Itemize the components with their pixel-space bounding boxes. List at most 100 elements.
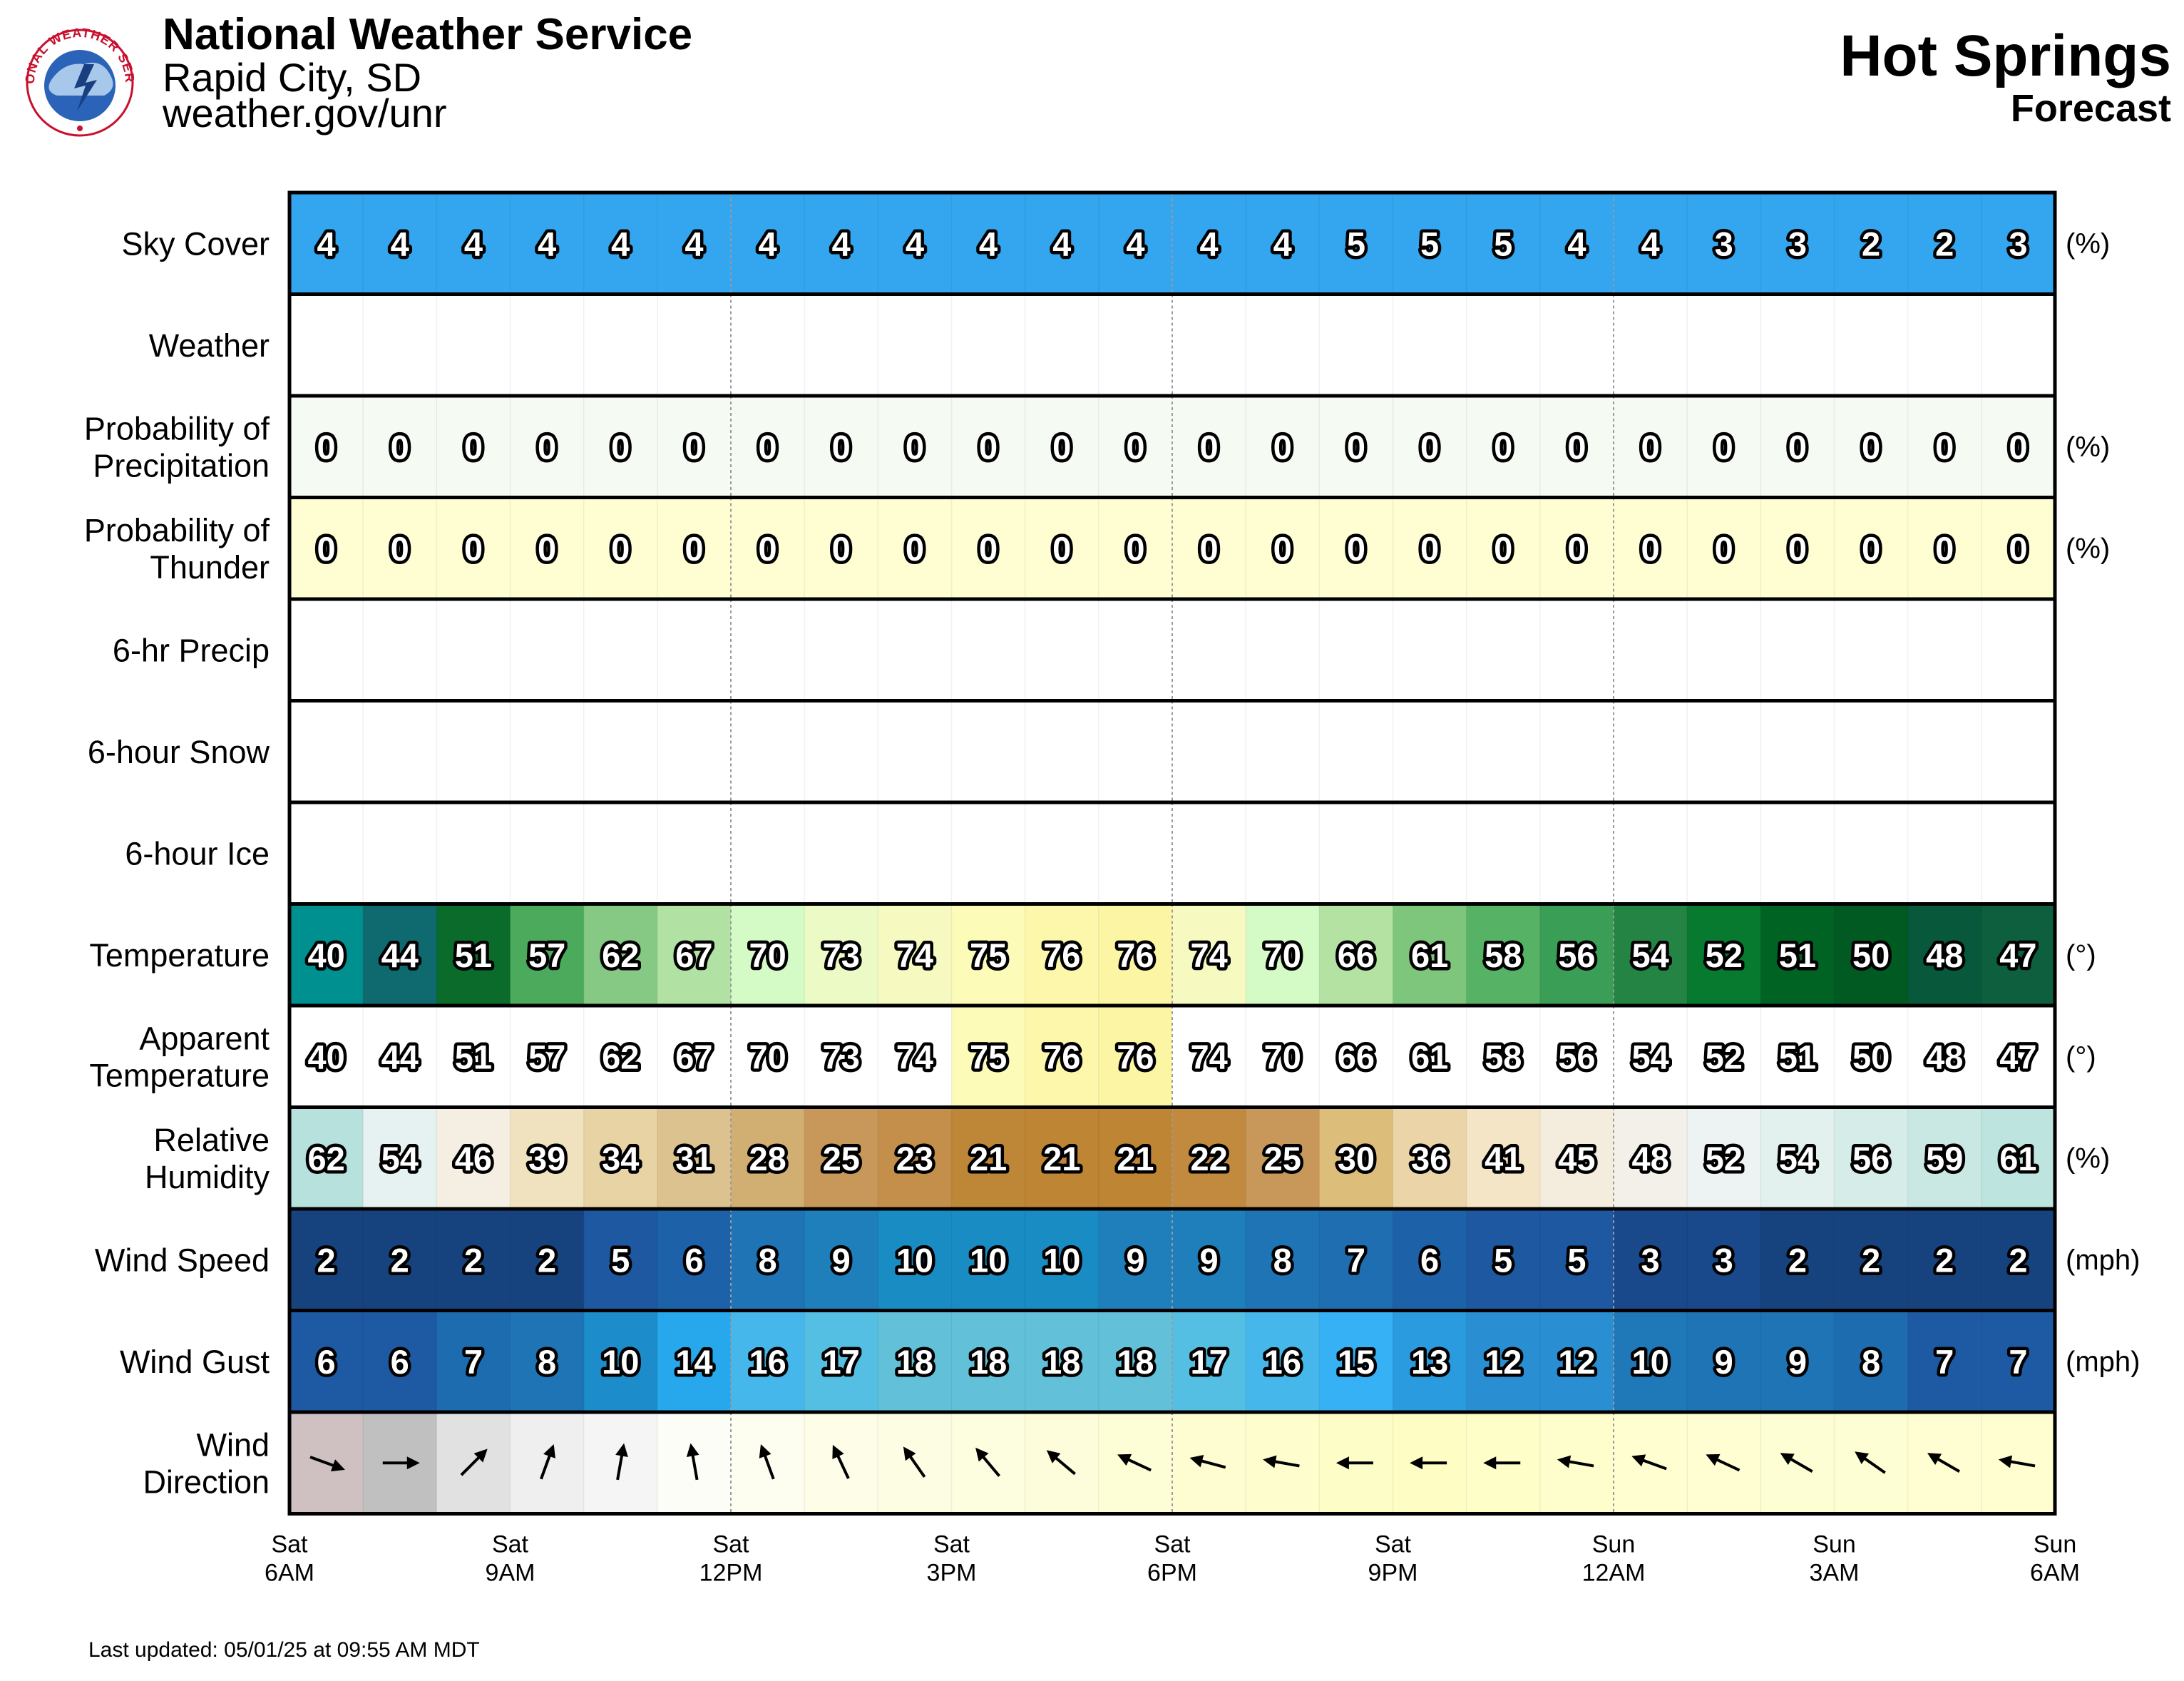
row-label: Relative bbox=[153, 1122, 270, 1158]
cell-value: 34 bbox=[602, 1140, 639, 1177]
cell-value: 0 bbox=[1494, 428, 1512, 466]
cell-value: 2 bbox=[1935, 225, 1954, 262]
cell bbox=[1687, 1209, 1761, 1311]
forecast-subtitle: Forecast bbox=[2010, 87, 2171, 130]
cell-value: 4 bbox=[832, 225, 851, 262]
cell-value: 9 bbox=[832, 1241, 851, 1279]
cell-value: 0 bbox=[685, 530, 703, 568]
cell bbox=[1466, 904, 1541, 1006]
cell bbox=[951, 1209, 1026, 1311]
cell-value: 51 bbox=[1779, 1038, 1816, 1075]
cell-value: 4 bbox=[538, 225, 556, 262]
wind-arrow bbox=[975, 1447, 1001, 1477]
cell-value: 74 bbox=[1190, 936, 1227, 974]
wind-arrow bbox=[1706, 1453, 1740, 1472]
cell bbox=[1981, 193, 2056, 295]
cell bbox=[804, 193, 878, 295]
wind-arrow bbox=[1189, 1454, 1226, 1469]
cell-value: 76 bbox=[1043, 936, 1080, 974]
cell bbox=[1098, 193, 1173, 295]
cell-value: 0 bbox=[1641, 530, 1660, 568]
cell-value: 0 bbox=[1052, 530, 1071, 568]
cell-value: 0 bbox=[1715, 428, 1733, 466]
cell-value: 0 bbox=[317, 530, 336, 568]
cell bbox=[1760, 1107, 1835, 1209]
cell bbox=[510, 1209, 585, 1311]
cell-value: 0 bbox=[391, 428, 409, 466]
cell bbox=[1466, 1310, 1541, 1412]
cell bbox=[1687, 1310, 1761, 1412]
cell bbox=[1172, 1107, 1246, 1209]
cell-value: 45 bbox=[1558, 1140, 1595, 1177]
cell-value: 48 bbox=[1926, 1038, 1963, 1075]
cell-value: 3 bbox=[1715, 225, 1733, 262]
wind-arrow bbox=[686, 1443, 699, 1481]
cell-value: 52 bbox=[1706, 1038, 1743, 1075]
cell-value: 0 bbox=[759, 530, 777, 568]
cell-value: 0 bbox=[2009, 530, 2027, 568]
row-label: 6-hour Ice bbox=[125, 835, 270, 872]
cell bbox=[1907, 497, 1982, 599]
cell bbox=[583, 396, 658, 498]
cell bbox=[1981, 497, 2056, 599]
row-label: Sky Cover bbox=[121, 225, 270, 262]
cell-value: 2 bbox=[1862, 225, 1880, 262]
cell-value: 0 bbox=[979, 530, 998, 568]
wind-arrow bbox=[1117, 1453, 1152, 1472]
cell-value: 0 bbox=[464, 428, 483, 466]
unit-label: (mph) bbox=[2066, 1347, 2140, 1378]
cell bbox=[436, 1209, 511, 1311]
cell bbox=[363, 1310, 437, 1412]
cell bbox=[1760, 904, 1835, 1006]
wind-arrow bbox=[832, 1444, 850, 1479]
header-city: Rapid City, SD bbox=[163, 55, 422, 100]
x-tick-time: 6AM bbox=[2030, 1560, 2080, 1587]
cell bbox=[1098, 1107, 1173, 1209]
cell-value: 0 bbox=[1935, 530, 1954, 568]
cell-value: 10 bbox=[896, 1241, 933, 1279]
cell-value: 2 bbox=[464, 1241, 483, 1279]
cell bbox=[804, 904, 878, 1006]
x-tick-time: 3AM bbox=[1810, 1560, 1860, 1587]
cell-value: 76 bbox=[1117, 1038, 1154, 1075]
row-weather: Weather bbox=[149, 294, 2055, 396]
wind-arrow bbox=[1557, 1455, 1594, 1468]
header-url: weather.gov/unr bbox=[163, 91, 447, 136]
cell bbox=[1098, 1006, 1173, 1108]
cell-value: 4 bbox=[317, 225, 336, 262]
cell-value: 66 bbox=[1338, 1038, 1375, 1075]
cell-value: 0 bbox=[538, 428, 556, 466]
cell-value: 0 bbox=[1273, 530, 1292, 568]
cell-value: 21 bbox=[1043, 1140, 1080, 1177]
cell-value: 2 bbox=[1862, 1241, 1880, 1279]
cell bbox=[1907, 1006, 1982, 1108]
cell bbox=[731, 1310, 805, 1412]
cell-value: 21 bbox=[970, 1140, 1007, 1177]
cell bbox=[1246, 396, 1320, 498]
cell bbox=[510, 1107, 585, 1209]
cell bbox=[1539, 1107, 1614, 1209]
cell bbox=[1466, 1209, 1541, 1311]
cell bbox=[1025, 1209, 1099, 1311]
nws-logo: NATIONAL WEATHER SERVICE bbox=[14, 14, 136, 137]
cell bbox=[731, 1209, 805, 1311]
cell bbox=[436, 396, 511, 498]
cell-value: 30 bbox=[1338, 1140, 1375, 1177]
cell bbox=[1981, 1107, 2056, 1209]
cell bbox=[1981, 904, 2056, 1006]
cell bbox=[1687, 1107, 1761, 1209]
cell bbox=[510, 396, 585, 498]
x-tick-day: Sun bbox=[2034, 1531, 2077, 1558]
cell-value: 4 bbox=[1200, 225, 1219, 262]
cell bbox=[1981, 1310, 2056, 1412]
cell-value: 51 bbox=[455, 1038, 492, 1075]
cell bbox=[1319, 1310, 1394, 1412]
cell-value: 47 bbox=[1999, 936, 2036, 974]
cell-value: 16 bbox=[749, 1343, 786, 1381]
cell bbox=[1025, 1310, 1099, 1412]
cell-value: 56 bbox=[1558, 1038, 1595, 1075]
cell bbox=[1687, 396, 1761, 498]
cell bbox=[1614, 1310, 1688, 1412]
row-wind-speed: 2 2 2 2 5 6 8 9 10 10 10 9 9 8 7 6 5 5 3 3 2 2 2 2 Wind Speed (mp… bbox=[95, 1209, 2140, 1311]
